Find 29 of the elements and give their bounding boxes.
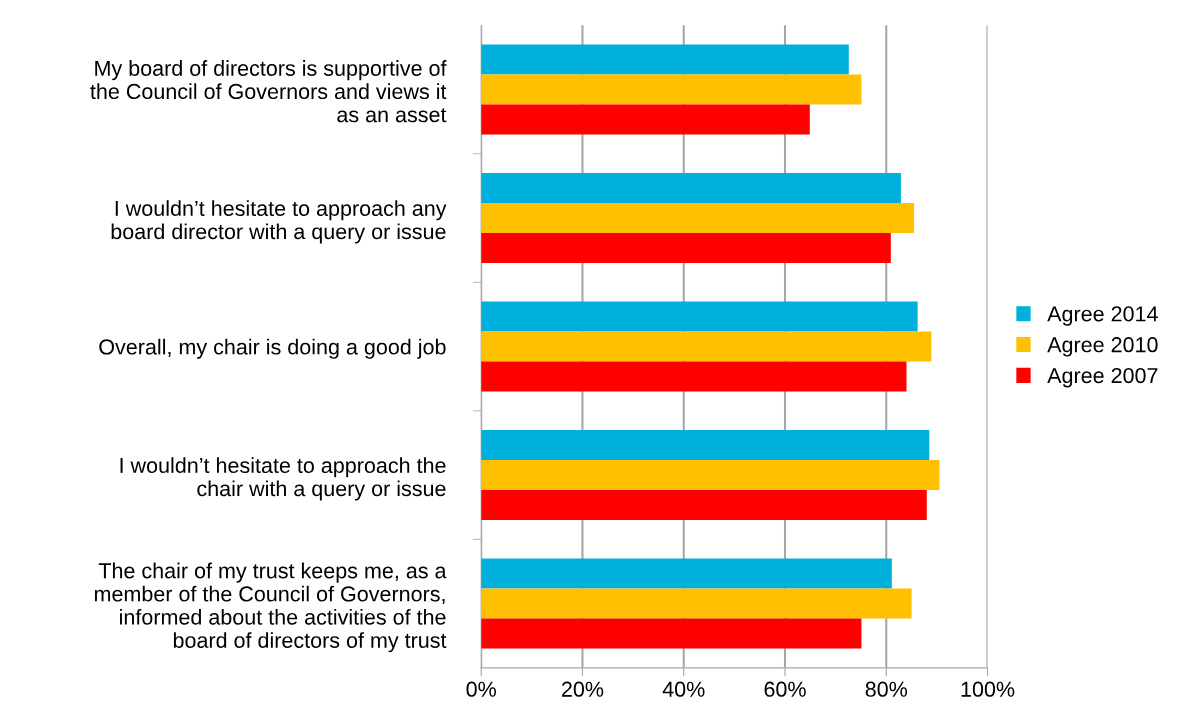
y-tick-label: I wouldn’t hesitate to approach any board director with a query or issue bbox=[111, 200, 447, 244]
y-tick-label: My board of directors is supportive of the Council of Governors and views it as an asset bbox=[90, 60, 447, 123]
bar bbox=[481, 490, 927, 521]
y-tick-label: The chair of my trust keeps me, as a member of the Council of Governors, informed about the activities of the board of directors of my trust bbox=[94, 562, 447, 653]
x-tick-label: 100% bbox=[961, 681, 1015, 697]
x-tick-label: 60% bbox=[764, 681, 806, 697]
y-tick-label: I wouldn’t hesitate to approach the chair with a query or issue bbox=[120, 457, 446, 501]
legend-label: Agree 2014 bbox=[1047, 306, 1158, 326]
bar bbox=[481, 618, 862, 649]
x-tick-label: 80% bbox=[865, 681, 908, 697]
legend-label: Agree 2010 bbox=[1047, 337, 1158, 357]
bar bbox=[481, 74, 862, 105]
bar bbox=[481, 173, 901, 204]
bar bbox=[481, 430, 930, 461]
bar bbox=[481, 588, 912, 619]
bar bbox=[481, 460, 940, 491]
bar bbox=[481, 558, 892, 589]
x-tick-label: 0% bbox=[466, 681, 496, 697]
bar bbox=[481, 44, 849, 75]
bar bbox=[481, 301, 918, 332]
bar bbox=[481, 361, 907, 392]
bar bbox=[481, 104, 810, 135]
x-tick-label: 40% bbox=[662, 681, 705, 697]
legend-label: Agree 2007 bbox=[1047, 367, 1158, 388]
bar bbox=[481, 331, 932, 362]
y-tick-label: Overall, my chair is doing a good job bbox=[99, 338, 446, 359]
x-tick-label: 20% bbox=[562, 681, 604, 697]
bar bbox=[481, 203, 915, 234]
bar bbox=[481, 233, 891, 264]
